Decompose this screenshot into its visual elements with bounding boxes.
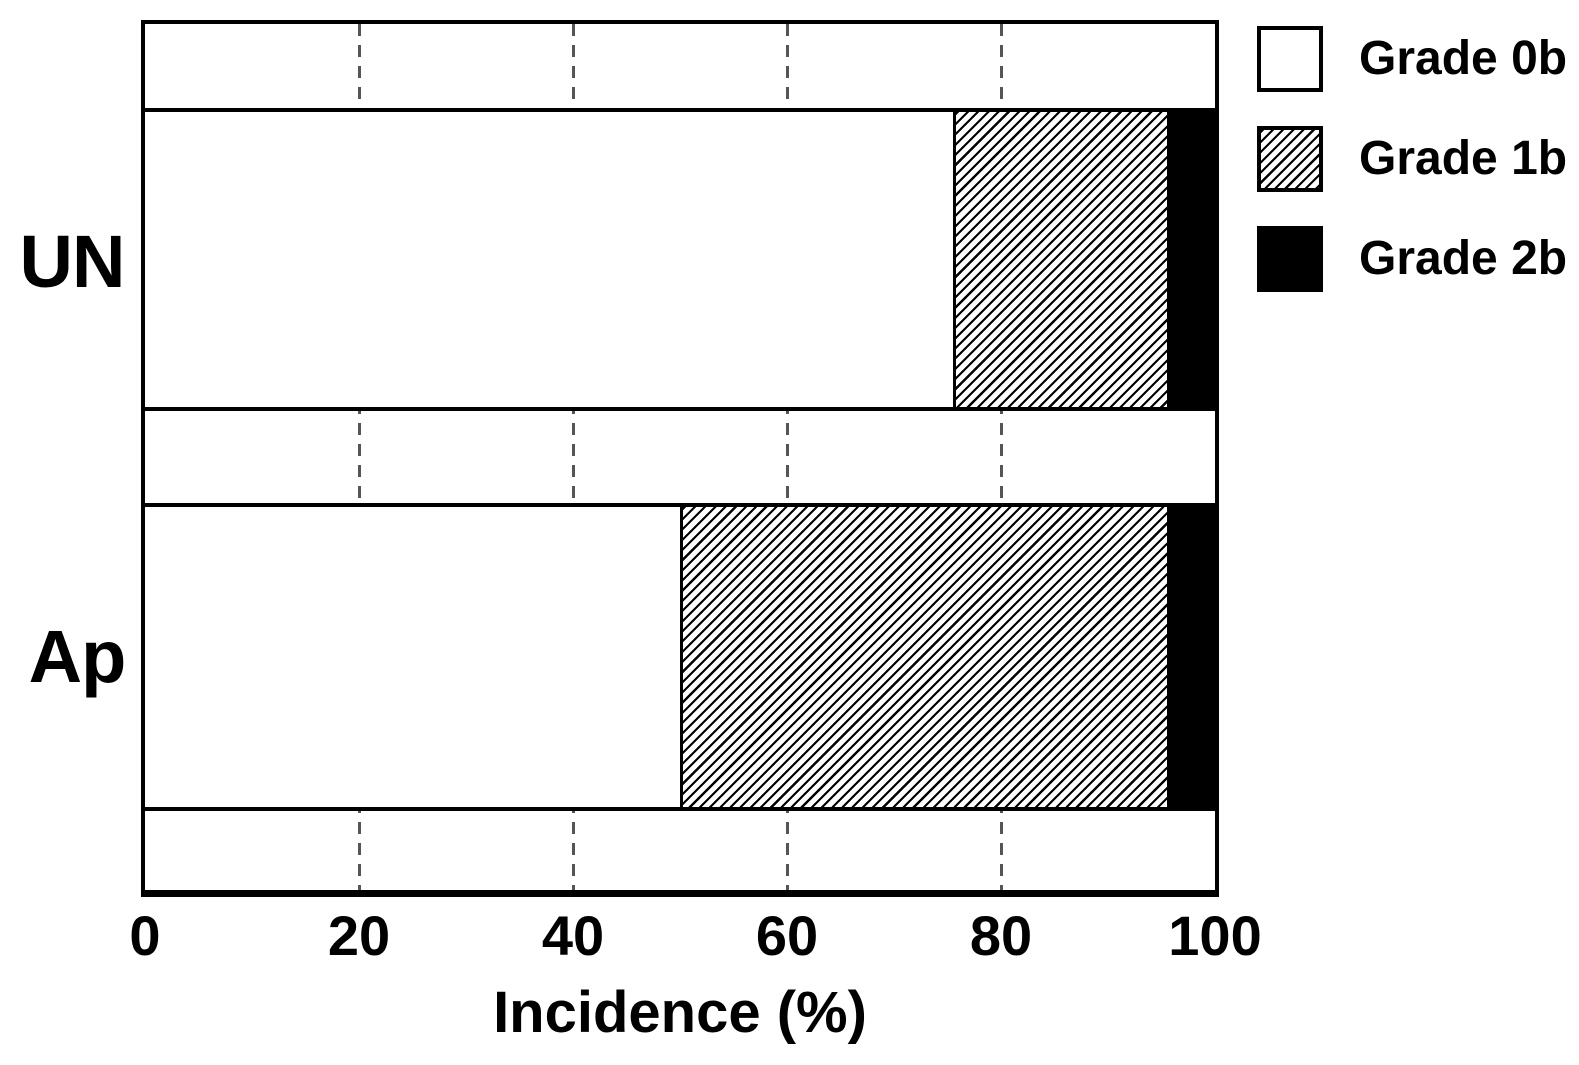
gridline-x-60 [785,24,789,890]
x-tick-label-100: 100 [1168,904,1262,967]
legend-item-grade-2b: Grade 2b [1257,226,1567,292]
bar-segment-un-grade-1b [952,112,1167,408]
x-tick-label-40: 40 [541,904,605,967]
bar-segment-un-grade-2b [1166,112,1215,408]
x-axis-title: Incidence (%) [493,980,867,1045]
bar-segment-ap-grade-1b [680,506,1167,808]
legend-swatch-grade-0b-icon [1257,26,1323,92]
plot-area [141,20,1219,897]
x-tick-label-20: 20 [327,904,391,967]
legend-label: Grade 0b [1359,32,1568,85]
plot-inner [141,24,1219,890]
x-tick-label-0: 0 [129,904,161,967]
legend: Grade 0b Grade 1b Grade 2b [1257,26,1567,292]
legend-item-grade-1b: Grade 1b [1257,126,1567,192]
gridline-x-80 [999,24,1003,890]
bar-segment-ap-grade-2b [1166,506,1215,808]
legend-swatch-grade-2b-icon [1257,226,1323,292]
x-axis-ticks: 0 20 40 60 80 100 [129,904,1261,970]
x-tick-label-80: 80 [969,904,1033,967]
legend-item-grade-0b: Grade 0b [1257,26,1567,92]
bar-un [141,108,1219,412]
category-label-un: UN [19,220,126,303]
bar-segment-ap-grade-0b [145,506,680,808]
gridline-x-40 [571,24,575,890]
x-tick-label-60: 60 [755,904,819,967]
gridline-x-20 [357,24,361,890]
legend-swatch-grade-1b-icon [1257,126,1323,192]
bar-ap [141,502,1219,812]
legend-label: Grade 1b [1359,132,1568,185]
bar-segment-un-grade-0b [145,112,953,408]
category-label-ap: Ap [28,615,127,698]
legend-label: Grade 2b [1359,232,1568,285]
